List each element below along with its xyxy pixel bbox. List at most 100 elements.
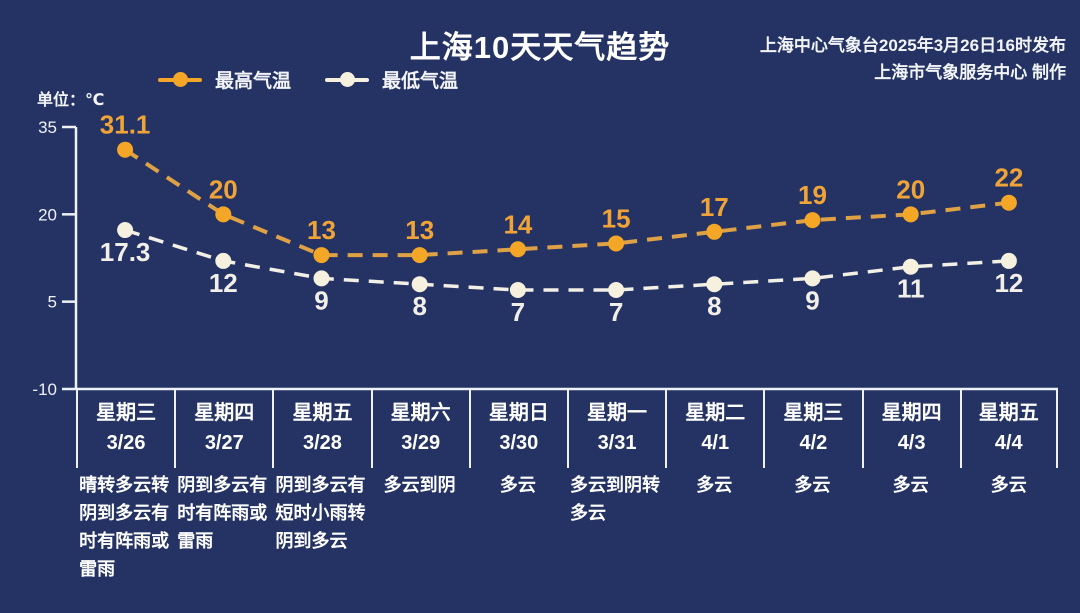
day-date-cell: 星期一 3/31 [566,389,665,468]
high-temp-value-label: 22 [994,163,1023,193]
forecast-column: 星期五 3/28 阴到多云有短时小雨转阴到多云 [272,389,370,583]
weather-description: 阴到多云有短时小雨转阴到多云 [272,471,370,555]
day-date-cell: 星期六 3/29 [370,389,469,468]
page-title: 上海10天天气趋势 [409,30,671,65]
date-label: 3/29 [401,432,441,454]
legend-dot-icon [172,72,188,87]
low-temp-point [411,276,428,293]
low-temp-point [509,282,526,299]
day-date-cell: 星期三 4/2 [763,389,861,468]
high-temp-point [411,247,428,264]
source-line-1: 上海中心气象台2025年3月26日16时发布 [759,36,1066,55]
low-temp-point [902,258,919,275]
weekday-label: 星期二 [685,402,746,424]
forecast-column: 星期日 3/30 多云 [468,389,567,583]
legend-item-low-temp: 最低气温 [325,66,458,93]
low-temp-value-label: 17.3 [100,237,151,267]
weather-text: 多云到阴 [383,475,456,495]
y-axis-tick-label: -10 [32,380,57,399]
date-label: 3/28 [303,432,342,454]
weekday-label: 星期日 [488,402,549,424]
weekday-label: 星期五 [978,402,1039,424]
weekday-label: 星期一 [587,402,648,424]
weather-text: 阴到多云有短时小雨转阴到多云 [275,475,366,551]
high-temp-point [313,247,330,264]
date-label: 4/3 [897,432,926,454]
low-temp-value-label: 12 [994,268,1023,298]
high-temp-line [124,148,1010,258]
forecast-column: 星期四 3/27 阴到多云有时有阵雨或雷雨 [174,389,272,583]
high-temp-point [215,206,232,223]
high-temp-point [706,223,723,240]
high-temp-value-label: 20 [209,174,238,204]
low-temp-value-label: 7 [511,297,525,327]
forecast-column: 星期六 3/29 多云到阴 [370,389,469,583]
weekday-label: 星期六 [390,402,451,424]
y-axis-tick-label: 5 [48,293,57,312]
legend-label: 最低气温 [382,71,459,92]
weather-text: 阴到多云有时有阵雨或雷雨 [177,475,268,551]
weather-description: 多云 [862,471,960,499]
forecast-column: 星期三 3/26 晴转多云转阴到多云有时有阵雨或雷雨 [76,389,174,583]
date-label: 4/4 [994,432,1023,454]
weather-text: 多云到阴转多云 [570,475,661,523]
high-temp-value-label: 31.1 [100,110,151,140]
date-label: 3/31 [597,432,637,454]
low-temp-value-label: 9 [805,285,819,315]
weather-description: 多云 [763,471,861,499]
day-date-cell: 星期四 3/27 [174,389,272,468]
y-axis-tick-label: 35 [38,118,57,137]
high-temp-value-label: 13 [307,215,336,245]
high-temp-value-label: 19 [798,180,827,210]
day-date-cell: 星期三 3/26 [76,389,174,468]
chart-legend: 最高气温 最低气温 [158,66,458,93]
day-date-cell: 星期日 3/30 [468,389,567,468]
high-temp-value-label: 13 [405,215,434,245]
weather-description: 多云 [665,471,763,499]
low-temp-line [124,228,1010,292]
low-temp-value-label: 7 [609,297,623,327]
weather-description: 晴转多云转阴到多云有时有阵雨或雷雨 [76,471,174,583]
low-temp-point [706,276,723,293]
date-label: 4/2 [799,432,828,454]
high-temp-point [608,235,625,252]
high-temp-value-label: 20 [896,174,925,204]
high-temp-value-label: 14 [503,209,532,239]
high-temp-value-label: 17 [700,192,729,222]
legend-dot-icon [339,72,355,87]
weather-text: 多云 [990,475,1027,495]
low-temp-point [117,222,134,239]
weather-text: 多云 [794,475,831,495]
forecast-column: 星期四 4/3 多云 [861,389,960,583]
y-axis-tick-label: 20 [38,205,57,224]
weekday-label: 星期四 [881,402,942,424]
date-label: 3/27 [204,432,244,454]
low-temp-point [1000,252,1017,269]
weather-description: 多云 [469,471,567,499]
low-temp-point [804,270,821,287]
low-temp-point [608,282,625,299]
high-temp-point [509,241,526,258]
forecast-column: 星期二 4/1 多云 [665,389,763,583]
weekday-label: 星期五 [292,402,353,424]
weather-text: 多云 [696,475,733,495]
high-temp-point [804,212,821,229]
low-temp-value-label: 12 [209,268,238,298]
low-temp-point [313,270,330,287]
weekday-label: 星期三 [96,402,157,424]
weather-text: 多云 [499,475,536,495]
weather-description: 阴到多云有时有阵雨或雷雨 [174,471,272,555]
weather-description: 多云到阴转多云 [567,471,665,527]
legend-item-high-temp: 最高气温 [158,66,291,93]
day-date-cell: 星期五 4/4 [959,389,1058,468]
day-date-cell: 星期二 4/1 [665,389,763,468]
weather-description: 多云 [960,471,1058,499]
weekday-label: 星期四 [194,402,255,424]
weekday-label: 星期三 [783,402,844,424]
high-temp-value-label: 15 [602,203,631,233]
high-temp-point [1000,194,1017,211]
day-date-cell: 星期五 3/28 [272,389,370,468]
weather-description: 多云到阴 [371,471,469,499]
